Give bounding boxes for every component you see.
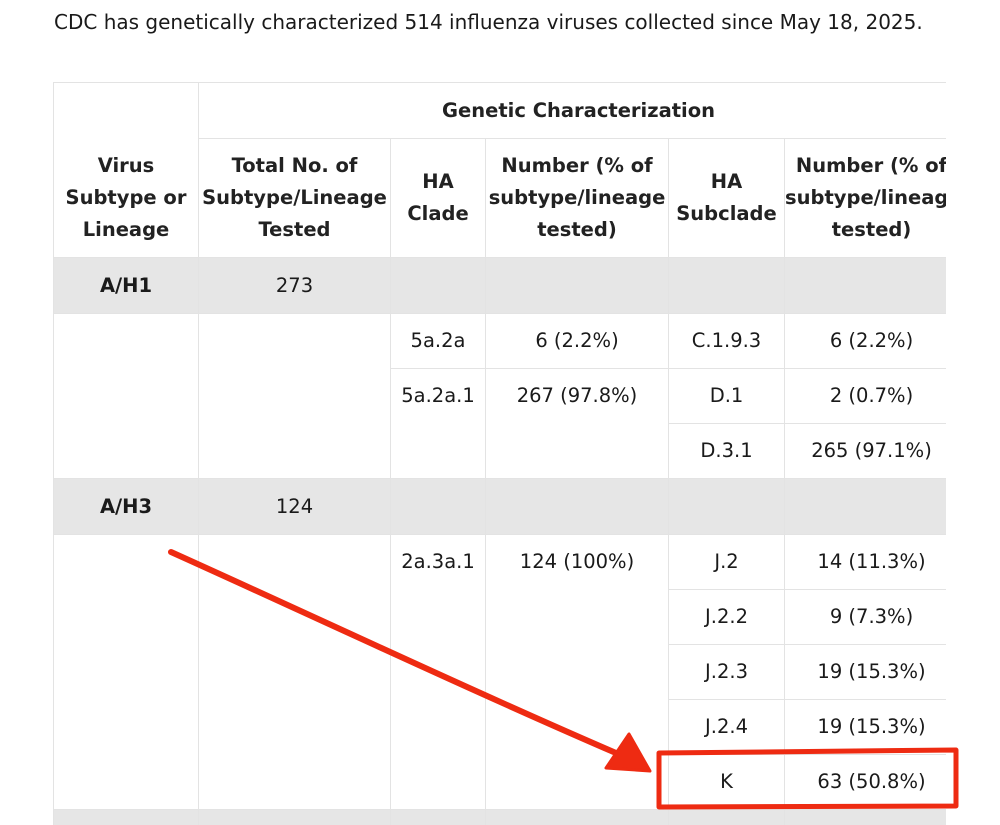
- table-row-h1-summary: A/H1 273: [53, 257, 946, 314]
- header-subtype: Virus Subtype or Lineage: [53, 82, 199, 258]
- subtype-cell: A/H3: [53, 478, 199, 535]
- table-row-h3-summary: A/H3 124: [53, 478, 946, 535]
- flu-characterization-table-container: Virus Subtype or Lineage Genetic Charact…: [53, 82, 946, 825]
- subclade-cell: D.3.1: [668, 423, 785, 479]
- flu-characterization-table: Virus Subtype or Lineage Genetic Charact…: [53, 82, 946, 825]
- empty-cell: [53, 809, 199, 825]
- header-ha-clade: HA Clade: [390, 138, 486, 258]
- empty-cell: [485, 257, 669, 314]
- total-cell: 124: [198, 478, 391, 535]
- subclade-cell: D.1: [668, 368, 785, 424]
- table-row: 5a.2a.1 267 (97.8%) D.1 2 (0.7%): [54, 368, 946, 479]
- intro-text: CDC has genetically characterized 514 in…: [54, 10, 923, 34]
- table-row: J.2.4 19 (15.3%): [54, 699, 946, 755]
- empty-cell: [390, 478, 486, 535]
- table-row: J.2.2 9 (7.3%): [54, 589, 946, 645]
- empty-cell: [668, 809, 785, 825]
- empty-cell: [668, 478, 785, 535]
- empty-cell: [53, 534, 199, 810]
- subclade-cell: J.2.2: [668, 589, 785, 645]
- empty-cell: [53, 313, 199, 479]
- subclade-cell: J.2: [668, 534, 785, 590]
- table-row-next-group: [53, 809, 946, 825]
- subclade-number-cell: 265 (97.1%): [783, 423, 946, 479]
- subclade-number-cell-k: 63 (50.8%): [783, 754, 946, 810]
- subclade-number-cell: 19 (15.3%): [783, 644, 946, 700]
- subclade-number-cell: 6 (2.2%): [783, 313, 946, 369]
- clade-number-cell: 267 (97.8%): [485, 368, 669, 479]
- clade-number-cell: 124 (100%): [485, 534, 669, 810]
- subclade-number-cell: 14 (11.3%): [783, 534, 946, 590]
- empty-cell: [390, 809, 486, 825]
- subclade-number-cell: 19 (15.3%): [783, 699, 946, 755]
- empty-cell: [485, 809, 669, 825]
- empty-cell: [198, 313, 391, 479]
- subclade-cell: J.2.3: [668, 644, 785, 700]
- subclade-number-cell: 9 (7.3%): [783, 589, 946, 645]
- clade-cell: 5a.2a.1: [390, 368, 486, 479]
- empty-cell: [198, 809, 391, 825]
- table-row: 5a.2a 6 (2.2%) C.1.9.3 6 (2.2%): [53, 313, 946, 479]
- empty-cell: [783, 809, 946, 825]
- header-subclade-number: Number (% of subtype/lineage tested): [783, 138, 946, 258]
- header-clade-number: Number (% of subtype/lineage tested): [485, 138, 669, 258]
- subclade-number-cell: 2 (0.7%): [783, 368, 946, 424]
- clade-cell: 5a.2a: [390, 313, 486, 369]
- header-total-tested: Total No. of Subtype/Lineage Tested: [198, 138, 391, 258]
- subclade-cell: C.1.9.3: [668, 313, 785, 369]
- empty-cell: [668, 257, 785, 314]
- header-genetic-characterization: Genetic Characterization: [197, 82, 946, 139]
- clade-cell: 2a.3a.1: [390, 534, 486, 810]
- empty-cell: [783, 257, 946, 314]
- header-row-bottom: Total No. of Subtype/Lineage Tested HA C…: [54, 138, 946, 258]
- subclade-cell-k: K: [668, 754, 785, 810]
- clade-number-cell: 6 (2.2%): [485, 313, 669, 369]
- empty-cell: [198, 534, 391, 810]
- empty-cell: [783, 478, 946, 535]
- table-row: 2a.3a.1 124 (100%) J.2 14 (11.3%): [53, 534, 946, 810]
- subtype-cell: A/H1: [53, 257, 199, 314]
- subclade-cell: J.2.4: [668, 699, 785, 755]
- table-row: D.3.1 265 (97.1%): [54, 423, 946, 479]
- empty-cell: [390, 257, 486, 314]
- header-ha-subclade: HA Subclade: [668, 138, 785, 258]
- empty-cell: [485, 478, 669, 535]
- header-row-top: Virus Subtype or Lineage Genetic Charact…: [53, 82, 946, 258]
- total-cell: 273: [198, 257, 391, 314]
- table-row: J.2.3 19 (15.3%): [54, 644, 946, 700]
